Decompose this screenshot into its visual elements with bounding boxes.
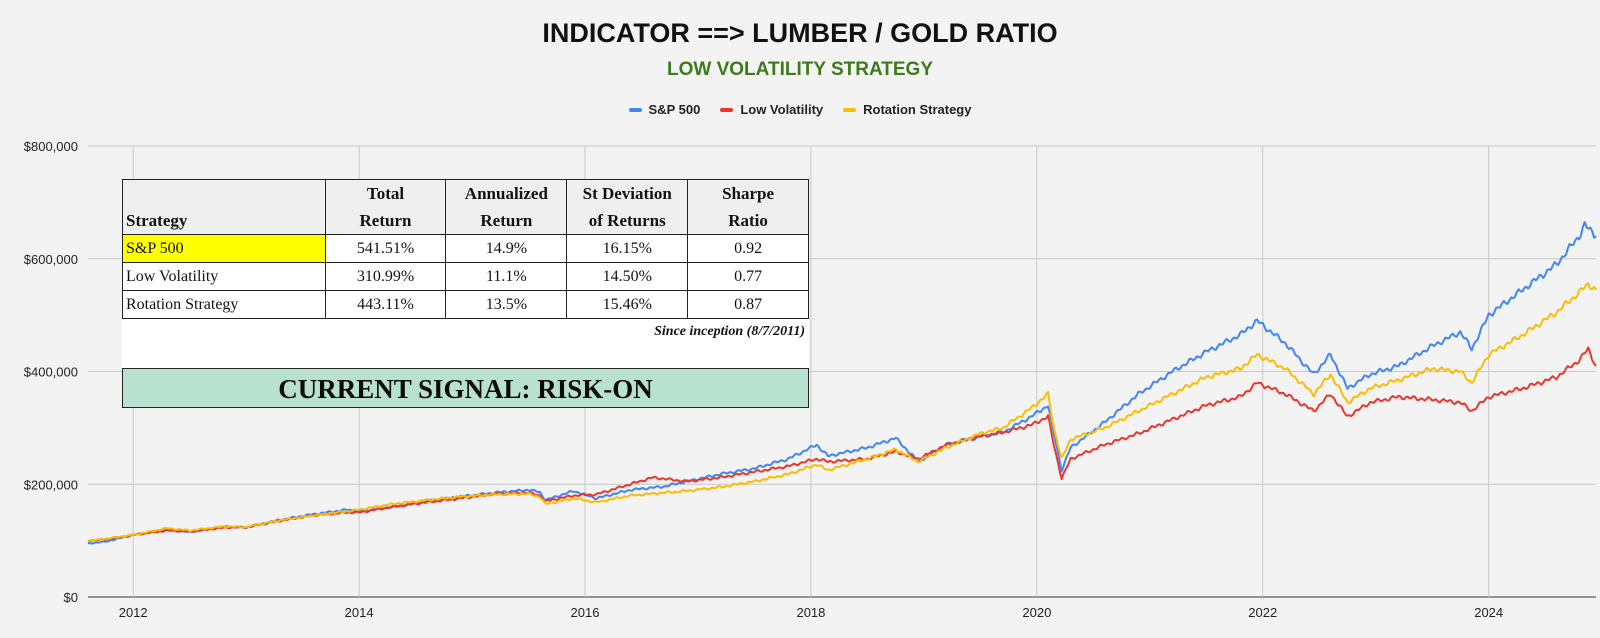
- x-tick-label: 2018: [796, 605, 825, 620]
- header-annualized-return: Annualized Return: [445, 179, 568, 235]
- cell-sharpe-ratio: 0.87: [687, 290, 809, 319]
- x-tick-label: 2022: [1248, 605, 1277, 620]
- table-row: Low Volatility 310.99% 11.1% 14.50% 0.77: [122, 262, 809, 291]
- y-tick-label: $200,000: [24, 477, 78, 492]
- cell-sharpe-ratio: 0.77: [687, 262, 809, 291]
- x-tick-label: 2012: [119, 605, 148, 620]
- legend-label-rotation-strategy: Rotation Strategy: [863, 102, 972, 117]
- cell-st-deviation: 16.15%: [566, 234, 689, 263]
- x-tick-label: 2024: [1474, 605, 1503, 620]
- legend-swatch-sp500: [628, 107, 642, 112]
- legend-swatch-rotation-strategy: [843, 107, 857, 112]
- y-tick-label: $800,000: [24, 139, 78, 154]
- table-footnote: Since inception (8/7/2011): [654, 324, 805, 339]
- x-tick-label: 2016: [571, 605, 600, 620]
- cell-annualized-return: 13.5%: [445, 290, 568, 319]
- series-line-rotation-strategy: [87, 282, 1597, 543]
- stats-table: Strategy Total Return Annualized Return St…: [122, 179, 809, 319]
- current-signal-banner: CURRENT SIGNAL: RISK-ON: [122, 368, 809, 408]
- x-tick-label: 2020: [1022, 605, 1051, 620]
- cell-total-return: 310.99%: [324, 262, 447, 291]
- legend-label-low-volatility: Low Volatility: [740, 102, 824, 117]
- table-row: S&P 500 541.51% 14.9% 16.15% 0.92: [122, 234, 809, 263]
- cell-annualized-return: 11.1%: [445, 262, 568, 291]
- chart-series: [87, 221, 1597, 545]
- header-total-return: Total Return: [324, 179, 447, 235]
- chart-legend: S&P 500 Low Volatility Rotation Strategy: [0, 102, 1600, 117]
- cell-strategy: S&P 500: [122, 234, 326, 263]
- chart-title: INDICATOR ==> LUMBER / GOLD RATIO: [542, 18, 1058, 48]
- x-tick-label: 2014: [345, 605, 374, 620]
- series-line-low-volatility: [87, 346, 1597, 543]
- table-row: Rotation Strategy 443.11% 13.5% 15.46% 0…: [122, 290, 809, 319]
- legend-item-sp500[interactable]: S&P 500: [628, 102, 701, 117]
- cell-total-return: 541.51%: [324, 234, 447, 263]
- legend-label-sp500: S&P 500: [648, 102, 701, 117]
- cell-annualized-return: 14.9%: [445, 234, 568, 263]
- cell-strategy: Low Volatility: [122, 262, 326, 291]
- cell-sharpe-ratio: 0.92: [687, 234, 809, 263]
- chart-axes: $0 $200,000 $400,000 $600,000 $800,000 2012 20…: [24, 139, 1503, 620]
- y-tick-label: $400,000: [24, 365, 78, 380]
- cell-strategy: Rotation Strategy: [122, 290, 326, 319]
- chart-subtitle: LOW VOLATILITY STRATEGY: [667, 59, 933, 80]
- header-strategy: Strategy: [122, 179, 326, 235]
- stats-header-row: Strategy Total Return Annualized Return St…: [122, 179, 809, 235]
- legend-item-rotation-strategy[interactable]: Rotation Strategy: [843, 102, 971, 117]
- stats-panel: Strategy Total Return Annualized Return St…: [122, 179, 809, 408]
- cell-total-return: 443.11%: [324, 290, 447, 319]
- legend-item-low-volatility[interactable]: Low Volatility: [720, 102, 823, 117]
- cell-st-deviation: 14.50%: [566, 262, 689, 291]
- y-tick-label: $600,000: [24, 252, 78, 267]
- header-sharpe-ratio: Sharpe Ratio: [687, 179, 809, 235]
- cell-st-deviation: 15.46%: [566, 290, 689, 319]
- legend-swatch-low-volatility: [720, 107, 734, 112]
- header-st-deviation: St Deviation of Returns: [566, 179, 689, 235]
- y-tick-label: $0: [64, 590, 78, 605]
